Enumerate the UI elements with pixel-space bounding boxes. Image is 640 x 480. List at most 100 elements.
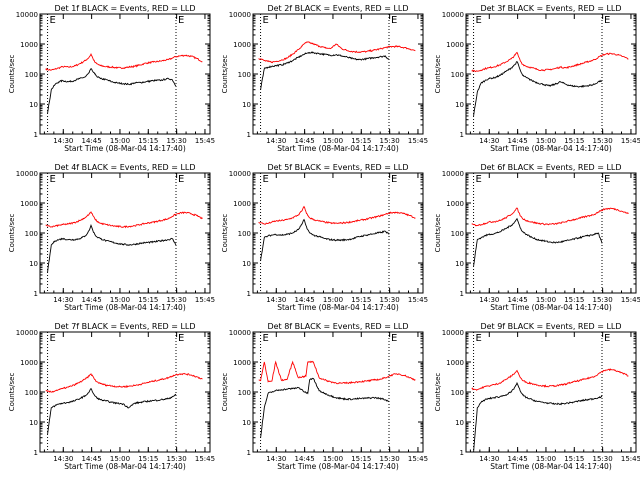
- plot-frame: [465, 172, 637, 294]
- plot-frame: [465, 13, 637, 135]
- y-tick-label: 100: [25, 230, 38, 238]
- x-tick-label: 15:30: [593, 296, 613, 304]
- y-axis-label: Counts/sec: [221, 373, 229, 412]
- panel-det-3: Det 3f BLACK = Events, RED = LLD 1 10 100 10…: [434, 4, 640, 153]
- series-line-lld: [471, 207, 629, 227]
- y-tick-label: 1: [460, 449, 464, 457]
- x-axis-label: Start Time (08-Mar-04 14:17:40): [64, 303, 186, 312]
- series-line-events: [47, 223, 177, 273]
- y-tick-label: 10000: [229, 11, 251, 19]
- event-marker-label: E: [178, 174, 184, 185]
- x-tick-label: 15:45: [195, 296, 215, 304]
- event-marker-label: E: [263, 333, 269, 344]
- y-tick-label: 1000: [20, 359, 38, 367]
- x-tick-label: 15:00: [536, 137, 556, 145]
- x-tick-label: 14:45: [82, 455, 102, 463]
- x-tick-label: 15:00: [110, 455, 130, 463]
- x-tick-label: 15:30: [167, 296, 187, 304]
- y-tick-label: 10000: [229, 329, 251, 337]
- panel-title: Det 7f BLACK = Events, RED = LLD: [54, 322, 195, 331]
- x-axis-label: Start Time (08-Mar-04 14:17:40): [64, 462, 186, 471]
- event-marker-label: E: [391, 333, 397, 344]
- event-marker-label: E: [391, 174, 397, 185]
- x-tick-label: 15:00: [323, 455, 343, 463]
- panel-title: Det 5f BLACK = Events, RED = LLD: [267, 163, 408, 172]
- x-axis-label: Start Time (08-Mar-04 14:17:40): [490, 303, 612, 312]
- panel-title: Det 2f BLACK = Events, RED = LLD: [267, 4, 408, 13]
- series-line-events: [47, 68, 177, 114]
- x-tick-label: 14:30: [53, 137, 73, 145]
- plot-frame: [39, 331, 211, 453]
- x-tick-label: 15:15: [138, 455, 158, 463]
- event-marker-label: E: [476, 333, 482, 344]
- y-tick-label: 1000: [446, 41, 464, 49]
- x-tick-label: 14:30: [479, 137, 499, 145]
- x-tick-label: 14:45: [508, 137, 528, 145]
- x-axis-label: Start Time (08-Mar-04 14:17:40): [490, 462, 612, 471]
- y-axis-label: Counts/sec: [8, 373, 16, 412]
- y-axis-label: Counts/sec: [8, 214, 16, 253]
- plot-frame: [39, 13, 211, 135]
- y-tick-label: 100: [451, 71, 464, 79]
- x-tick-label: 15:30: [593, 137, 613, 145]
- plot-frame: [252, 331, 424, 453]
- y-axis-label: Counts/sec: [221, 55, 229, 94]
- y-tick-label: 10000: [16, 329, 38, 337]
- y-tick-label: 1000: [233, 41, 251, 49]
- x-tick-label: 15:15: [564, 296, 584, 304]
- x-tick-label: 14:30: [266, 296, 286, 304]
- plot-frame: [252, 13, 424, 135]
- x-tick-label: 15:45: [408, 296, 428, 304]
- x-tick-label: 15:45: [408, 455, 428, 463]
- y-axis-label: Counts/sec: [434, 214, 442, 253]
- series-line-lld: [258, 41, 416, 64]
- y-tick-label: 10000: [16, 11, 38, 19]
- x-tick-label: 15:45: [621, 296, 640, 304]
- y-tick-label: 1: [247, 449, 251, 457]
- x-tick-label: 15:00: [536, 296, 556, 304]
- series-line-events: [260, 377, 390, 438]
- event-marker-label: E: [604, 15, 610, 26]
- plot-frame: [252, 172, 424, 294]
- x-tick-label: 15:15: [138, 296, 158, 304]
- panel-det-7: Det 7f BLACK = Events, RED = LLD 1 10 100 10…: [8, 322, 215, 471]
- x-tick-label: 14:45: [295, 455, 315, 463]
- y-tick-label: 1: [460, 131, 464, 139]
- y-tick-label: 1000: [20, 200, 38, 208]
- x-tick-label: 15:30: [593, 455, 613, 463]
- event-marker-label: E: [50, 333, 56, 344]
- y-tick-label: 100: [25, 389, 38, 397]
- series-line-lld: [471, 368, 629, 391]
- y-tick-label: 10: [29, 419, 38, 427]
- y-tick-label: 1000: [233, 359, 251, 367]
- x-tick-label: 15:45: [621, 137, 640, 145]
- series-line-lld: [258, 360, 416, 385]
- y-tick-label: 1000: [233, 200, 251, 208]
- panel-title: Det 4f BLACK = Events, RED = LLD: [54, 163, 195, 172]
- x-tick-label: 15:00: [110, 137, 130, 145]
- y-tick-label: 1: [460, 290, 464, 298]
- panel-title: Det 9f BLACK = Events, RED = LLD: [480, 322, 621, 331]
- panel-det-5: Det 5f BLACK = Events, RED = LLD 1 10 100 10…: [221, 163, 428, 312]
- x-tick-label: 15:30: [380, 296, 400, 304]
- x-tick-label: 15:30: [167, 455, 187, 463]
- x-tick-label: 14:45: [508, 296, 528, 304]
- series-line-events: [473, 381, 603, 453]
- x-tick-label: 14:30: [266, 455, 286, 463]
- panel-det-6: Det 6f BLACK = Events, RED = LLD 1 10 100 10…: [434, 163, 640, 312]
- y-tick-label: 1: [247, 290, 251, 298]
- series-line-lld: [258, 205, 416, 225]
- y-tick-label: 10000: [442, 11, 464, 19]
- x-tick-label: 15:15: [138, 137, 158, 145]
- x-axis-label: Start Time (08-Mar-04 14:17:40): [277, 144, 399, 153]
- x-tick-label: 14:45: [82, 137, 102, 145]
- panel-det-9: Det 9f BLACK = Events, RED = LLD 1 10 100 10…: [434, 322, 640, 471]
- x-tick-label: 14:30: [479, 296, 499, 304]
- x-tick-label: 14:45: [82, 296, 102, 304]
- x-tick-label: 15:30: [380, 455, 400, 463]
- panel-det-8: Det 8f BLACK = Events, RED = LLD 1 10 100 10…: [221, 322, 428, 471]
- x-tick-label: 15:00: [323, 296, 343, 304]
- series-line-lld: [45, 211, 203, 229]
- y-tick-label: 1: [34, 290, 38, 298]
- x-tick-label: 14:30: [266, 137, 286, 145]
